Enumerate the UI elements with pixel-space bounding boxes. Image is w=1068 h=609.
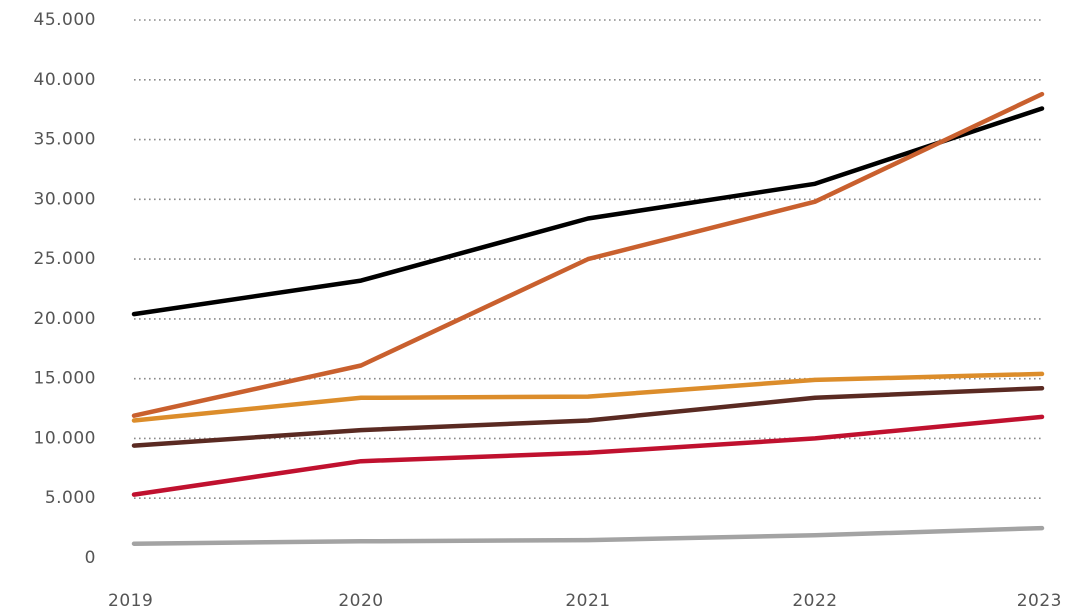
y-tick-label: 40.000 [34, 70, 96, 90]
series-line-2 [131, 91, 1045, 418]
y-tick-label: 25.000 [34, 249, 96, 269]
y-tick-label: 35.000 [34, 130, 96, 150]
x-tick-label: 2020 [338, 591, 383, 609]
series-line-5 [131, 414, 1045, 497]
series-line-4 [131, 385, 1045, 448]
series-line-3 [131, 371, 1045, 423]
y-tick-label: 10.000 [34, 428, 96, 448]
y-tick-label: 5.000 [45, 488, 96, 508]
series-line-6 [131, 525, 1045, 546]
y-tick-label: 20.000 [34, 309, 96, 329]
gridlines [134, 19, 1042, 500]
x-tick-label: 2022 [792, 591, 837, 609]
series-lines [131, 91, 1045, 546]
x-tick-label: 2023 [1017, 591, 1062, 609]
y-axis-tick-labels: 0 5.000 10.000 15.000 20.000 25.000 30.000 35.0… [34, 10, 96, 568]
x-tick-label: 2021 [565, 591, 610, 609]
y-tick-label: 45.000 [34, 10, 96, 30]
y-tick-label: 0 [85, 548, 96, 568]
x-axis-tick-labels: 2019 2020 2021 2022 2023 [108, 591, 1062, 609]
x-tick-label: 2019 [108, 591, 153, 609]
y-tick-label: 30.000 [34, 189, 96, 209]
y-tick-label: 15.000 [34, 369, 96, 389]
series-line-1 [131, 106, 1045, 317]
